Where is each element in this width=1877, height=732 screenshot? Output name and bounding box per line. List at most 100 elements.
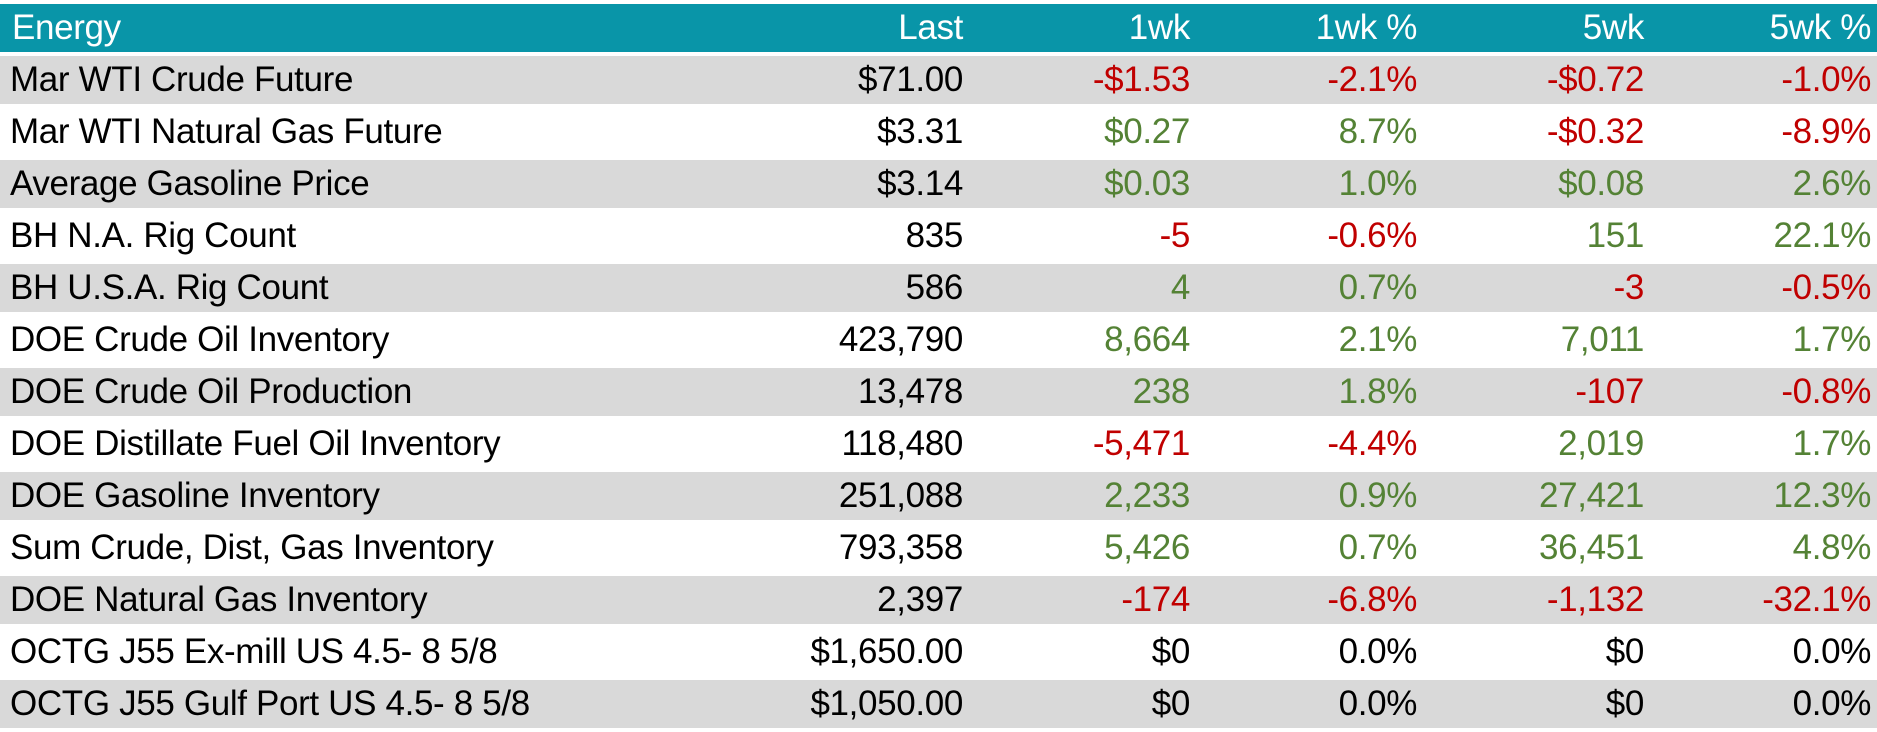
row-label: BH U.S.A. Rig Count: [0, 264, 742, 312]
row-label: Sum Crude, Dist, Gas Inventory: [0, 524, 742, 572]
cell-1wk-pct: -6.8%: [1196, 576, 1423, 624]
cell-last: 118,480: [742, 420, 969, 468]
cell-5wk: -1,132: [1423, 576, 1650, 624]
row-label: DOE Crude Oil Production: [0, 368, 742, 416]
cell-5wk-pct: 1.7%: [1650, 420, 1877, 468]
cell-last: $1,650.00: [742, 628, 969, 676]
cell-1wk-pct: 8.7%: [1196, 108, 1423, 156]
column-header-energy: Energy: [0, 4, 742, 52]
cell-5wk: 7,011: [1423, 316, 1650, 364]
cell-5wk: 151: [1423, 212, 1650, 260]
cell-5wk: $0: [1423, 680, 1650, 728]
cell-last: 835: [742, 212, 969, 260]
cell-5wk-pct: 1.7%: [1650, 316, 1877, 364]
cell-last: $71.00: [742, 56, 969, 104]
row-label: Mar WTI Natural Gas Future: [0, 108, 742, 156]
cell-1wk-pct: 0.9%: [1196, 472, 1423, 520]
table-row: DOE Crude Oil Production 13,478 238 1.8%…: [0, 368, 1877, 416]
table-row: Sum Crude, Dist, Gas Inventory 793,358 5…: [0, 524, 1877, 572]
cell-last: 423,790: [742, 316, 969, 364]
cell-last: 793,358: [742, 524, 969, 572]
cell-1wk: $0.27: [969, 108, 1196, 156]
cell-1wk: 238: [969, 368, 1196, 416]
row-label: DOE Crude Oil Inventory: [0, 316, 742, 364]
cell-last: $3.14: [742, 160, 969, 208]
cell-1wk: -5: [969, 212, 1196, 260]
row-label: OCTG J55 Ex-mill US 4.5- 8 5/8: [0, 628, 742, 676]
cell-last: 13,478: [742, 368, 969, 416]
cell-last: $1,050.00: [742, 680, 969, 728]
cell-1wk-pct: 0.7%: [1196, 524, 1423, 572]
table-row: Average Gasoline Price $3.14 $0.03 1.0% …: [0, 160, 1877, 208]
cell-1wk: 4: [969, 264, 1196, 312]
cell-5wk-pct: -32.1%: [1650, 576, 1877, 624]
table-row: OCTG J55 Gulf Port US 4.5- 8 5/8 $1,050.…: [0, 680, 1877, 728]
cell-1wk: -5,471: [969, 420, 1196, 468]
cell-1wk: -$1.53: [969, 56, 1196, 104]
cell-last: 2,397: [742, 576, 969, 624]
cell-5wk-pct: 22.1%: [1650, 212, 1877, 260]
cell-5wk-pct: 0.0%: [1650, 628, 1877, 676]
table-row: DOE Crude Oil Inventory 423,790 8,664 2.…: [0, 316, 1877, 364]
cell-5wk-pct: -1.0%: [1650, 56, 1877, 104]
cell-1wk: 2,233: [969, 472, 1196, 520]
row-label: BH N.A. Rig Count: [0, 212, 742, 260]
cell-1wk-pct: 0.0%: [1196, 628, 1423, 676]
row-label: Average Gasoline Price: [0, 160, 742, 208]
cell-1wk: $0: [969, 628, 1196, 676]
column-header-1wk-pct: 1wk %: [1196, 4, 1423, 52]
cell-1wk-pct: -2.1%: [1196, 56, 1423, 104]
row-label: DOE Gasoline Inventory: [0, 472, 742, 520]
cell-5wk-pct: -8.9%: [1650, 108, 1877, 156]
cell-1wk-pct: 0.0%: [1196, 680, 1423, 728]
cell-5wk-pct: 4.8%: [1650, 524, 1877, 572]
cell-5wk: $0.08: [1423, 160, 1650, 208]
cell-1wk: 5,426: [969, 524, 1196, 572]
cell-last: $3.31: [742, 108, 969, 156]
cell-1wk-pct: 1.0%: [1196, 160, 1423, 208]
cell-1wk: $0.03: [969, 160, 1196, 208]
table-row: DOE Distillate Fuel Oil Inventory 118,48…: [0, 420, 1877, 468]
table-body: Mar WTI Crude Future $71.00 -$1.53 -2.1%…: [0, 56, 1877, 728]
table-row: BH U.S.A. Rig Count 586 4 0.7% -3 -0.5%: [0, 264, 1877, 312]
cell-1wk-pct: 0.7%: [1196, 264, 1423, 312]
column-header-5wk-pct: 5wk %: [1650, 4, 1877, 52]
table-row: Mar WTI Natural Gas Future $3.31 $0.27 8…: [0, 108, 1877, 156]
cell-1wk: -174: [969, 576, 1196, 624]
header-row: Energy Last 1wk 1wk % 5wk 5wk %: [0, 4, 1877, 52]
table-row: Mar WTI Crude Future $71.00 -$1.53 -2.1%…: [0, 56, 1877, 104]
column-header-5wk: 5wk: [1423, 4, 1650, 52]
cell-1wk-pct: 1.8%: [1196, 368, 1423, 416]
cell-1wk-pct: 2.1%: [1196, 316, 1423, 364]
row-label: DOE Natural Gas Inventory: [0, 576, 742, 624]
cell-5wk-pct: -0.5%: [1650, 264, 1877, 312]
row-label: Mar WTI Crude Future: [0, 56, 742, 104]
cell-5wk: 2,019: [1423, 420, 1650, 468]
cell-5wk: -$0.72: [1423, 56, 1650, 104]
table-row: DOE Natural Gas Inventory 2,397 -174 -6.…: [0, 576, 1877, 624]
cell-5wk: 36,451: [1423, 524, 1650, 572]
cell-1wk: $0: [969, 680, 1196, 728]
cell-5wk-pct: 2.6%: [1650, 160, 1877, 208]
table-row: BH N.A. Rig Count 835 -5 -0.6% 151 22.1%: [0, 212, 1877, 260]
table-row: DOE Gasoline Inventory 251,088 2,233 0.9…: [0, 472, 1877, 520]
cell-5wk-pct: 12.3%: [1650, 472, 1877, 520]
row-label: OCTG J55 Gulf Port US 4.5- 8 5/8: [0, 680, 742, 728]
cell-5wk-pct: 0.0%: [1650, 680, 1877, 728]
column-header-1wk: 1wk: [969, 4, 1196, 52]
row-label: DOE Distillate Fuel Oil Inventory: [0, 420, 742, 468]
cell-5wk: $0: [1423, 628, 1650, 676]
cell-1wk-pct: -4.4%: [1196, 420, 1423, 468]
cell-5wk: 27,421: [1423, 472, 1650, 520]
cell-last: 586: [742, 264, 969, 312]
cell-5wk-pct: -0.8%: [1650, 368, 1877, 416]
cell-5wk: -3: [1423, 264, 1650, 312]
cell-last: 251,088: [742, 472, 969, 520]
cell-5wk: -$0.32: [1423, 108, 1650, 156]
table-row: OCTG J55 Ex-mill US 4.5- 8 5/8 $1,650.00…: [0, 628, 1877, 676]
column-header-last: Last: [742, 4, 969, 52]
cell-1wk-pct: -0.6%: [1196, 212, 1423, 260]
cell-5wk: -107: [1423, 368, 1650, 416]
cell-1wk: 8,664: [969, 316, 1196, 364]
